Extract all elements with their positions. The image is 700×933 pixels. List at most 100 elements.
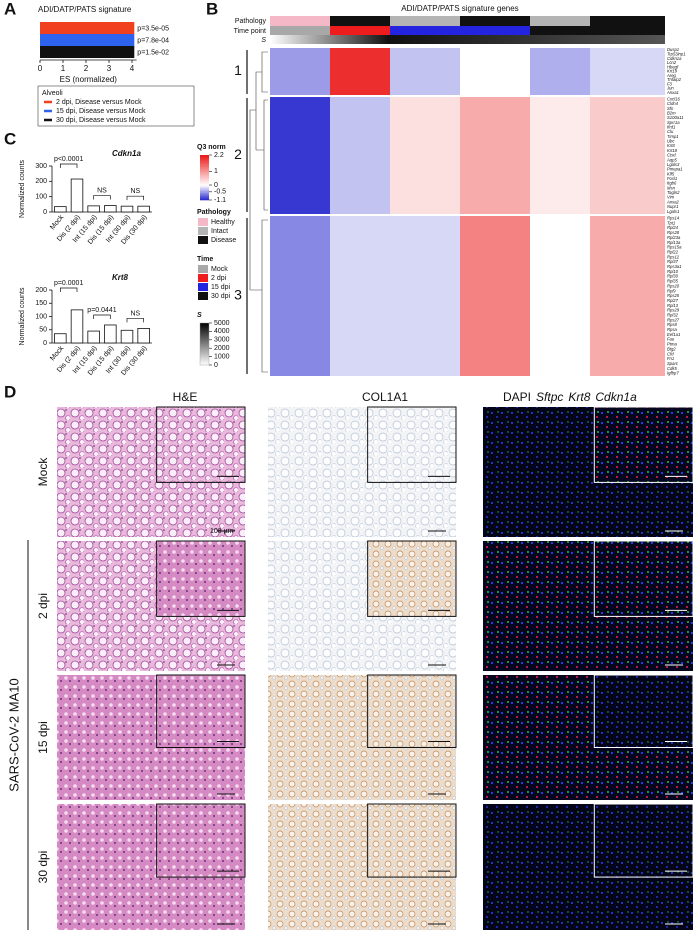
chart-title: ADI/DATP/PATS signature [38,5,132,14]
stain-label: Cdkn1a [595,390,637,404]
s-tick-label: 1000 [214,353,230,360]
gene-label: Cfd [667,351,674,356]
gene-label: Ctsd [667,153,676,158]
heatmap-cell [390,48,460,95]
gene-label: Lcn2 [667,60,677,65]
cluster-label: 2 [234,146,242,162]
legend-label: 30 dpi, Disease versus Mock [56,117,146,124]
gene-label: Ifrd1 [667,125,675,130]
gene-label: Timp1 [667,134,679,139]
legend-title: Alveoli [42,90,63,97]
pathology-bar [270,16,330,26]
gene-label: Nupr1 [667,204,678,209]
time-bar [460,26,530,35]
bracket [126,195,145,201]
gene-label: Rps12 [667,254,680,259]
inset [593,674,694,748]
gene-label: Igfbp7 [667,371,679,376]
time-bar [330,26,390,35]
gene-label: Trp53inp1 [667,52,686,57]
y-axis-label: Normalized counts [19,160,26,218]
x-tick-label: 4 [130,64,135,73]
gene-label: Rps14 [667,216,680,221]
legend-title: Pathology [197,209,231,216]
gene-label: Rps25 [667,293,680,298]
gene-label: Rps28 [667,230,680,235]
s-bar [270,35,665,44]
cluster-label: 3 [234,287,242,303]
bar [40,22,135,34]
colorbar-step [200,182,209,184]
row-label: 2 dpi [36,593,50,619]
gene-label: Sprr1a [667,120,680,125]
bar [40,46,135,58]
gene-label: Rpl13a [667,240,681,245]
p-value: p=7.8e-04 [137,37,169,44]
gene-label: Pmepa1 [667,167,683,172]
bar [70,178,84,213]
heatmap-cell [330,97,390,214]
time-bar [270,26,330,35]
bar [104,205,117,213]
colorbar-step [200,170,209,172]
inset [593,406,694,483]
gene-label: Fau [667,337,675,342]
s-tick-label: 4000 [214,328,230,335]
pathology-bar [390,16,460,26]
gene-label: Fosl1 [667,176,677,181]
chart-title: Cdkn1a [112,149,141,158]
colorbar-step [200,197,209,199]
gene-label: S100a11 [667,115,683,120]
x-tick-label: 1 [61,64,66,73]
gene-label: Rpl23a [667,235,681,240]
legend-swatch [198,274,208,282]
significance: p<0.0001 [54,156,83,163]
inset [156,803,246,878]
panel-label: B [206,0,218,18]
gene-label: Vim [667,195,675,200]
s-tick-label: 0 [214,362,218,369]
gene-label: Hbegf [667,64,679,69]
colorbar-step [200,174,209,177]
panel-label: C [4,129,16,148]
significance: p=0.0001 [54,280,83,287]
heatmap-cell [460,48,530,95]
gene-label: Jun [666,86,674,91]
significance: NS [130,310,140,317]
gene-label: Dusp1 [667,47,679,52]
gene-label: Lgals1 [667,209,679,214]
gene-label: Rps20 [667,283,680,288]
gene-label: Rps8 [667,322,677,327]
heatmap-cell [270,97,330,214]
gene-label: Rps27 [667,317,680,322]
cluster-label: 1 [234,62,242,78]
gene-label: Rps15a [667,245,682,250]
colorbar-step [200,164,209,166]
colorbar-step [200,180,209,183]
s-tick-label: 5000 [214,320,230,327]
stain-label: Sftpc [536,390,563,404]
gene-label: Rpl32 [667,313,679,318]
bar [120,205,134,213]
row-header: S [261,37,266,44]
row-label: Mock [36,457,50,487]
pathology-bar [530,16,590,26]
heatmap-cell [330,216,390,376]
s-gradient [199,322,210,366]
colorbar-step [200,156,209,159]
bracket [93,314,111,319]
row-header: Pathology [235,18,267,25]
colorbar-step [200,173,209,175]
inset [367,803,457,878]
colorbar-step [200,192,209,195]
significance: NS [130,188,140,195]
inset [156,406,246,483]
gene-label: Rpl35 [667,279,679,284]
gene-label: Cdkn1a [667,56,682,61]
gene-label: Tnfaip2 [667,77,682,82]
stain-label: DAPI [503,390,531,404]
colorbar-step [200,185,209,187]
gene-label: Ptma [667,342,677,347]
gene-label: Cxcl16 [667,96,680,101]
colorbar-step [200,161,209,163]
